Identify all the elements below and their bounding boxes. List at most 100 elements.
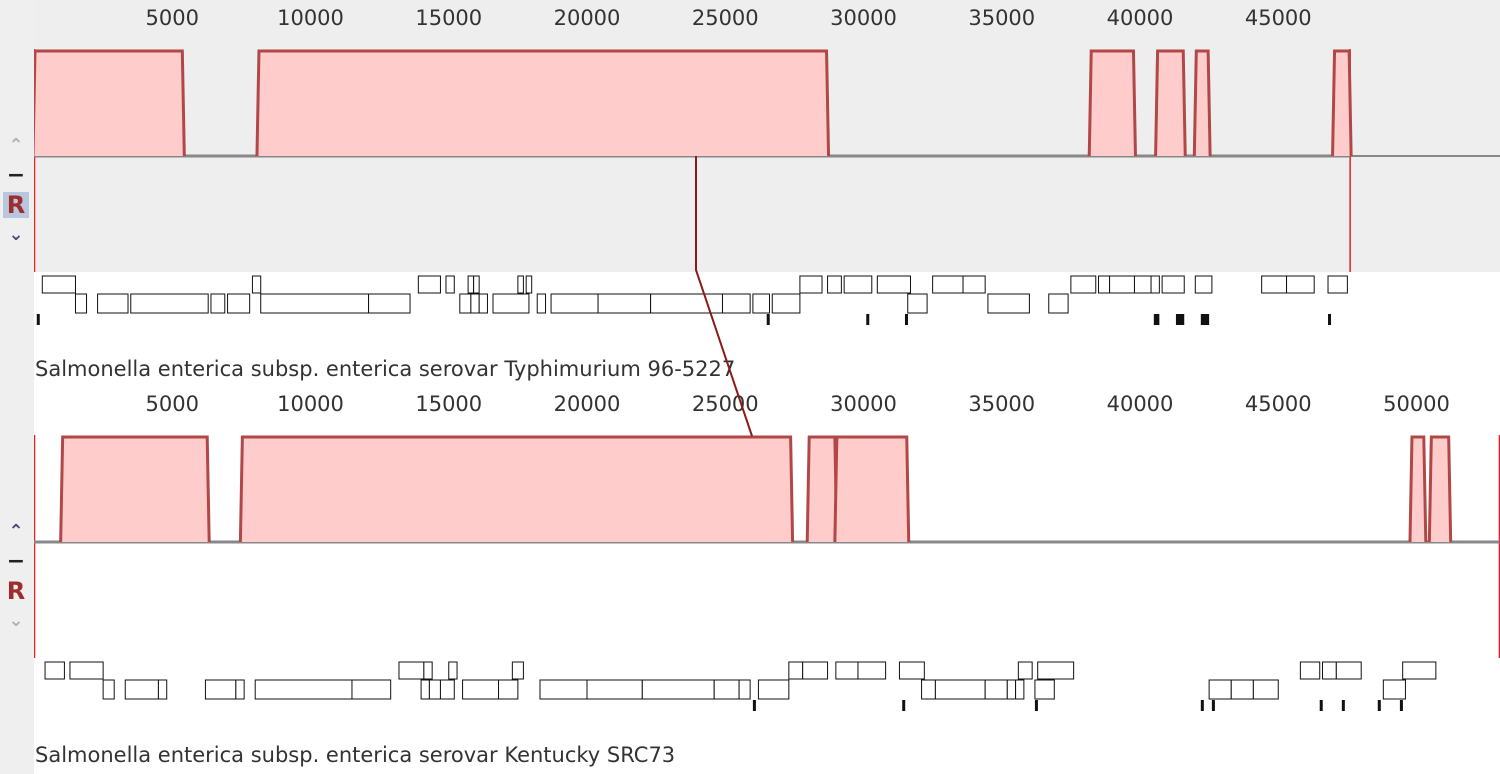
gene-feature <box>74 293 88 314</box>
gene-feature <box>1335 661 1362 680</box>
gene-feature <box>69 661 104 680</box>
tick-label: 35000 <box>968 392 1035 416</box>
gene-feature <box>204 679 237 700</box>
genome-panel-bottom: ⌃ − R ⌄ 5000 10000 15000 20000 25000 30000 350… <box>0 386 1500 774</box>
similarity-block <box>1156 51 1185 156</box>
panel-controls-bottom: ⌃ − R ⌄ <box>0 386 34 774</box>
gene-feature <box>757 679 790 700</box>
gene-feature <box>1382 679 1406 700</box>
gene-feature <box>417 275 441 294</box>
similarity-block <box>1333 51 1351 156</box>
gene-feature <box>650 293 723 314</box>
gene-feature <box>1252 679 1279 700</box>
gene-feature <box>428 679 441 700</box>
gene-feature <box>1133 275 1152 294</box>
reset-icon[interactable]: R <box>6 577 26 605</box>
gene-feature <box>835 661 859 680</box>
tick-label: 20000 <box>554 392 621 416</box>
gene-feature <box>738 679 751 700</box>
chevron-up-icon[interactable]: ⌃ <box>8 135 24 156</box>
similarity-profile <box>1192 49 1212 157</box>
feature-marker <box>752 700 756 711</box>
gene-feature <box>1161 275 1185 294</box>
gene-feature <box>788 661 804 680</box>
gene-feature <box>351 679 392 700</box>
similarity-profile <box>1154 49 1187 157</box>
chevron-down-icon[interactable]: ⌄ <box>8 224 24 245</box>
feature-marker <box>1377 700 1381 711</box>
feature-marker <box>866 314 870 325</box>
gene-feature <box>876 275 912 294</box>
similarity-block <box>1410 437 1425 542</box>
gene-feature <box>470 293 480 314</box>
reset-icon[interactable]: R <box>3 192 29 218</box>
gene-feature <box>802 661 829 680</box>
gene-feature <box>439 679 455 700</box>
similarity-block <box>808 437 836 542</box>
gene-feature <box>498 679 519 700</box>
gene-feature <box>44 661 65 680</box>
chevron-up-icon[interactable]: ⌃ <box>8 521 24 542</box>
gene-feature <box>771 293 801 314</box>
gene-feature <box>1208 679 1232 700</box>
gene-feature <box>713 679 740 700</box>
feature-marker <box>1341 700 1345 711</box>
feature-marker <box>1399 700 1403 711</box>
gene-feature <box>987 293 1030 314</box>
genome-panel-top: ⌃ − R ⌄ 5000 10000 15000 20000 25000 30000 350… <box>0 0 1500 386</box>
gene-feature <box>473 275 480 294</box>
gene-feature <box>1098 275 1111 294</box>
gene-feature <box>260 293 370 314</box>
feature-marker <box>766 314 770 325</box>
panel-controls-top: ⌃ − R ⌄ <box>0 0 34 386</box>
gene-feature <box>799 275 823 294</box>
gene-feature <box>459 293 472 314</box>
gene-feature <box>1230 679 1254 700</box>
gene-feature <box>898 661 925 680</box>
gene-feature <box>586 679 643 700</box>
similarity-block <box>61 437 209 542</box>
similarity-profile <box>238 435 795 543</box>
gene-feature <box>420 679 430 700</box>
gene-feature <box>843 275 873 294</box>
minus-icon[interactable]: − <box>6 163 26 188</box>
gene-feature <box>921 679 936 700</box>
gene-feature <box>1037 661 1075 680</box>
gene-feature <box>907 293 928 314</box>
genome-track-top[interactable]: 5000 10000 15000 20000 25000 30000 35000 40000 4… <box>34 0 1500 386</box>
gene-feature <box>251 275 262 294</box>
gene-feature <box>536 293 547 314</box>
minus-icon[interactable]: − <box>6 549 26 574</box>
gene-feature <box>1261 275 1288 294</box>
similarity-profile <box>1087 49 1137 157</box>
gene-feature <box>1321 661 1337 680</box>
tick-label: 25000 <box>692 392 759 416</box>
tick-label: 20000 <box>554 6 621 30</box>
tick-label: 15000 <box>415 392 482 416</box>
similarity-profile <box>1427 435 1453 543</box>
gene-feature <box>1402 661 1437 680</box>
tick-label: 10000 <box>277 392 344 416</box>
gene-feature <box>1150 275 1160 294</box>
gene-feature <box>492 293 530 314</box>
genome-track-bottom[interactable]: 5000 10000 15000 20000 25000 30000 35000 40000 4… <box>34 386 1500 774</box>
feature-marker <box>1200 700 1204 711</box>
tick-label: 40000 <box>1107 6 1174 30</box>
chevron-down-icon[interactable]: ⌄ <box>8 610 24 631</box>
gene-feature <box>1048 293 1069 314</box>
gene-feature <box>1006 679 1017 700</box>
gene-feature <box>539 679 588 700</box>
similarity-block <box>257 51 828 156</box>
similarity-block <box>34 51 184 156</box>
similarity-block <box>1430 437 1450 542</box>
gene-feature <box>462 679 500 700</box>
gene-feature <box>932 275 964 294</box>
gene-feature <box>1015 679 1025 700</box>
gene-feature <box>423 661 433 680</box>
gene-feature <box>445 275 455 294</box>
tick-label: 45000 <box>1245 6 1312 30</box>
gene-feature <box>1194 275 1213 294</box>
tick-label: 40000 <box>1107 392 1174 416</box>
gene-feature <box>41 275 76 294</box>
feature-marker <box>1319 700 1323 711</box>
